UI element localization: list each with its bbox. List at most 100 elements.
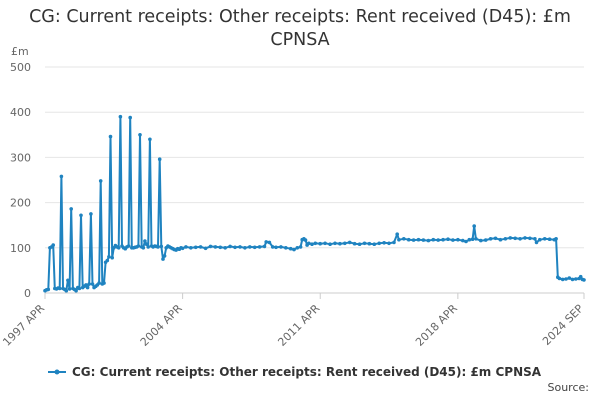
- data-point[interactable]: [193, 245, 198, 250]
- data-point[interactable]: [284, 246, 288, 250]
- data-point[interactable]: [203, 246, 208, 251]
- data-point[interactable]: [377, 241, 382, 246]
- data-point[interactable]: [257, 245, 262, 249]
- data-point[interactable]: [64, 288, 69, 293]
- data-point[interactable]: [367, 241, 372, 246]
- data-point[interactable]: [162, 254, 167, 258]
- data-point[interactable]: [295, 246, 300, 250]
- data-point[interactable]: [233, 245, 237, 250]
- data-point[interactable]: [421, 238, 426, 242]
- data-point[interactable]: [59, 174, 64, 179]
- data-point[interactable]: [228, 244, 232, 249]
- data-point[interactable]: [77, 286, 82, 291]
- data-point[interactable]: [564, 277, 568, 281]
- data-point[interactable]: [406, 237, 411, 242]
- data-point[interactable]: [79, 213, 83, 218]
- data-point[interactable]: [582, 278, 586, 282]
- data-point[interactable]: [464, 239, 468, 244]
- data-point[interactable]: [189, 246, 193, 250]
- data-point[interactable]: [528, 236, 532, 241]
- data-point[interactable]: [395, 232, 400, 236]
- data-point[interactable]: [248, 245, 252, 249]
- data-point[interactable]: [523, 236, 527, 240]
- data-point[interactable]: [156, 245, 160, 249]
- data-point[interactable]: [426, 238, 431, 243]
- data-point[interactable]: [208, 244, 213, 249]
- data-point[interactable]: [264, 240, 269, 244]
- data-point[interactable]: [98, 179, 103, 183]
- data-point[interactable]: [66, 278, 70, 283]
- data-point[interactable]: [483, 238, 488, 242]
- data-point[interactable]: [467, 237, 472, 242]
- data-point[interactable]: [472, 224, 477, 228]
- data-point[interactable]: [46, 287, 51, 292]
- data-point[interactable]: [470, 237, 475, 241]
- data-point[interactable]: [157, 157, 162, 161]
- data-point[interactable]: [57, 286, 62, 291]
- data-point[interactable]: [116, 246, 121, 250]
- data-point[interactable]: [461, 238, 465, 243]
- data-point[interactable]: [387, 241, 391, 246]
- data-point[interactable]: [213, 245, 218, 249]
- data-point[interactable]: [578, 274, 583, 279]
- data-point[interactable]: [143, 239, 147, 243]
- data-point[interactable]: [416, 237, 421, 242]
- data-point[interactable]: [148, 137, 152, 142]
- data-point[interactable]: [542, 237, 547, 241]
- data-point[interactable]: [451, 238, 455, 242]
- data-point[interactable]: [493, 236, 498, 241]
- data-point[interactable]: [51, 243, 55, 247]
- data-point[interactable]: [252, 245, 257, 250]
- data-point[interactable]: [67, 287, 72, 291]
- data-point[interactable]: [488, 237, 493, 241]
- data-point[interactable]: [270, 245, 275, 249]
- data-point[interactable]: [411, 238, 416, 242]
- data-point[interactable]: [292, 247, 296, 252]
- data-point[interactable]: [84, 283, 88, 287]
- data-point[interactable]: [298, 245, 303, 249]
- data-point[interactable]: [105, 258, 110, 263]
- data-point[interactable]: [436, 238, 441, 242]
- data-point[interactable]: [498, 237, 503, 242]
- data-point[interactable]: [307, 241, 311, 246]
- data-point[interactable]: [267, 240, 272, 245]
- data-point[interactable]: [303, 238, 308, 242]
- data-point[interactable]: [518, 237, 522, 241]
- data-point[interactable]: [161, 257, 165, 261]
- data-point[interactable]: [372, 242, 377, 246]
- data-point[interactable]: [110, 255, 114, 260]
- data-point[interactable]: [146, 245, 150, 249]
- data-point[interactable]: [402, 237, 406, 241]
- data-point[interactable]: [513, 236, 517, 241]
- data-point[interactable]: [554, 237, 558, 241]
- data-point[interactable]: [362, 241, 367, 246]
- data-point[interactable]: [567, 276, 572, 280]
- data-point[interactable]: [323, 241, 327, 246]
- data-point[interactable]: [223, 246, 227, 250]
- data-point[interactable]: [126, 244, 131, 248]
- data-point[interactable]: [382, 241, 386, 245]
- data-point[interactable]: [534, 240, 539, 245]
- data-point[interactable]: [90, 282, 95, 286]
- data-point[interactable]: [138, 133, 142, 137]
- data-point[interactable]: [474, 237, 478, 241]
- data-point[interactable]: [74, 288, 78, 293]
- data-point[interactable]: [557, 276, 562, 281]
- data-point[interactable]: [128, 115, 132, 120]
- data-point[interactable]: [118, 114, 123, 119]
- data-point[interactable]: [560, 277, 565, 282]
- data-point[interactable]: [108, 134, 113, 139]
- data-point[interactable]: [352, 241, 357, 246]
- data-point[interactable]: [310, 242, 314, 246]
- data-point[interactable]: [446, 237, 450, 241]
- data-point[interactable]: [538, 237, 542, 242]
- data-point[interactable]: [159, 244, 164, 249]
- data-point[interactable]: [218, 245, 223, 250]
- data-point[interactable]: [503, 237, 508, 241]
- data-point[interactable]: [357, 242, 362, 246]
- data-point[interactable]: [343, 241, 347, 246]
- data-point[interactable]: [288, 246, 293, 251]
- data-point[interactable]: [107, 254, 111, 259]
- data-point[interactable]: [479, 238, 483, 243]
- data-point[interactable]: [338, 241, 342, 246]
